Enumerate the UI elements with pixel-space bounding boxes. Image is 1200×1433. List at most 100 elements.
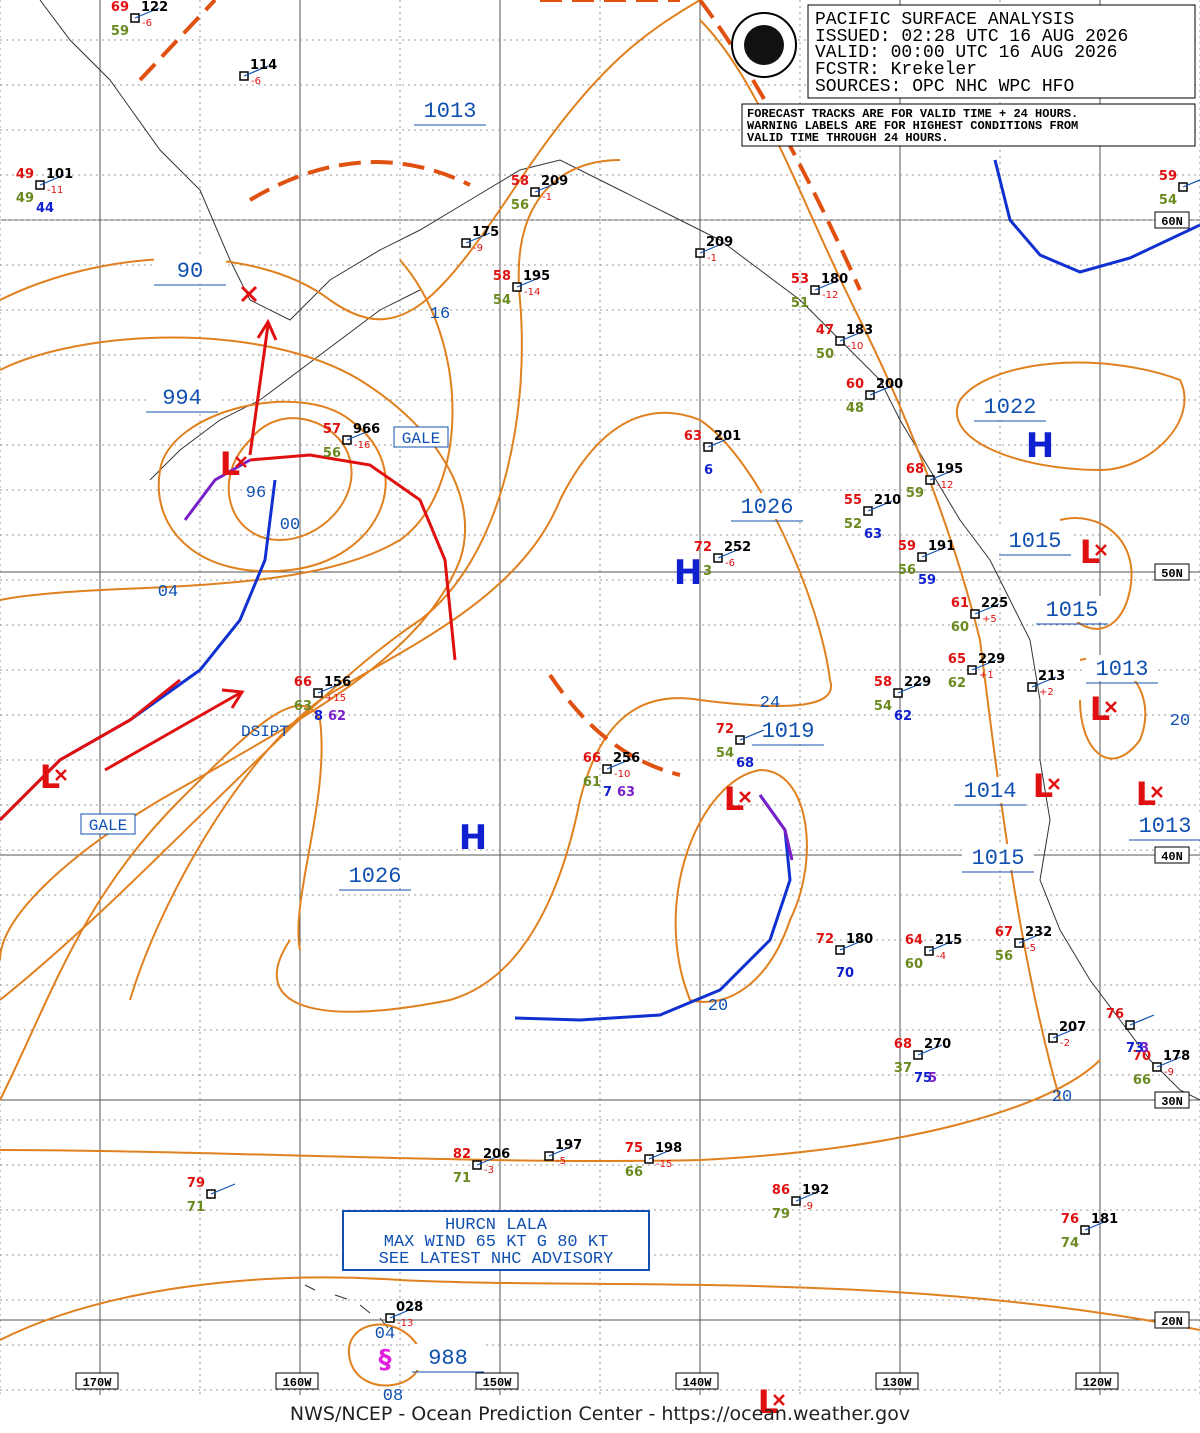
track-arrow <box>248 324 270 456</box>
station-tendency: -6 <box>725 558 735 569</box>
isobar <box>0 259 454 601</box>
station-temperature: 82 <box>453 1147 471 1162</box>
station-pressure: 028 <box>396 1300 423 1315</box>
station-pressure: 156 <box>324 675 351 690</box>
station-pressure: 192 <box>802 1183 829 1198</box>
wind-barb <box>814 279 840 291</box>
high-center: H <box>459 818 487 858</box>
trough <box>138 0 217 82</box>
station-tendency: -6 <box>142 18 152 29</box>
isobar <box>0 704 323 1101</box>
station-dewpoint: 54 <box>716 746 734 761</box>
wind-barb <box>210 1183 236 1195</box>
station-temperature: 72 <box>716 722 734 737</box>
station-tendency: +5 <box>982 614 997 625</box>
station-pressure: 206 <box>483 1147 510 1162</box>
isobar-label-small: 20 <box>708 997 728 1016</box>
station-temperature: 60 <box>846 377 864 392</box>
station-tendency: -12 <box>937 480 953 491</box>
station-extra: 70 <box>836 966 854 981</box>
wind-barb <box>1031 676 1057 688</box>
lon-label-box <box>1075 1372 1119 1390</box>
station-temperature: 68 <box>906 462 924 477</box>
station-dewpoint: 54 <box>1159 193 1177 208</box>
isobar-label: 1015 <box>1046 598 1099 623</box>
low-center: L <box>724 780 744 818</box>
wind-barb <box>1018 932 1044 944</box>
isobar-label-small: 04 <box>375 1325 395 1344</box>
station-pressure: 201 <box>714 429 741 444</box>
trough <box>248 160 471 202</box>
station-dewpoint: 56 <box>995 949 1013 964</box>
low-center: L <box>220 445 240 483</box>
wind-barb <box>917 1044 943 1056</box>
isobar-label: 994 <box>162 386 202 411</box>
station-pressure: 195 <box>523 269 550 284</box>
station-pressure: 256 <box>613 751 640 766</box>
lat-label: 40N <box>1161 850 1183 864</box>
header-title: PACIFIC SURFACE ANALYSIS <box>815 10 1074 30</box>
station-tendency: +2 <box>1039 687 1054 698</box>
station-dewpoint: 59 <box>111 24 129 39</box>
station-extra: 59 <box>918 573 936 588</box>
isobar-label-bg <box>1129 812 1200 838</box>
station-dewpoint: 60 <box>951 620 969 635</box>
header-valid: VALID: 00:00 UTC 16 AUG 2026 <box>815 43 1117 63</box>
low-center: L <box>1090 690 1110 728</box>
wind-barb <box>867 500 893 512</box>
station-pressure: 252 <box>724 540 751 555</box>
track-arrow-head <box>256 318 278 341</box>
lat-label-box <box>1154 563 1190 581</box>
station-pressure: 114 <box>250 58 277 73</box>
station-extra: 63 <box>617 785 635 800</box>
station-pressure: 122 <box>141 0 168 15</box>
lat-label: 60N <box>1161 215 1183 229</box>
isobar <box>227 417 353 542</box>
isobar-label-small: 16 <box>430 305 450 324</box>
isobar-label-small: 24 <box>760 694 780 713</box>
low-center-mark <box>235 456 247 468</box>
isobar-label-bg <box>146 384 218 410</box>
wind-barb <box>1052 1027 1078 1039</box>
warning-label: DSIPT <box>241 723 289 741</box>
note-line: FORECAST TRACKS ARE FOR VALID TIME + 24 … <box>747 107 1078 121</box>
wind-barb <box>839 939 865 951</box>
station-temperature: 64 <box>905 933 923 948</box>
station-pressure: 232 <box>1025 925 1052 940</box>
isobar-label-bg <box>974 393 1046 419</box>
station-extra: 5 <box>928 1071 937 1086</box>
station-extra: 44 <box>36 201 54 216</box>
isobar-label: 1015 <box>972 846 1025 871</box>
isobar <box>157 400 387 573</box>
station-dewpoint: 60 <box>905 957 923 972</box>
cold-front <box>993 159 1200 274</box>
station-tendency: -10 <box>847 341 863 352</box>
lon-label-box <box>275 1372 319 1390</box>
station-temperature: 68 <box>894 1037 912 1052</box>
isobar-label-bg <box>412 1344 484 1370</box>
wind-barb <box>897 682 923 694</box>
station-pressure: 195 <box>936 462 963 477</box>
station-extra: 73 <box>1126 1041 1144 1056</box>
lon-label: 170W <box>83 1376 113 1390</box>
station-dewpoint: 56 <box>511 198 529 213</box>
labels: 170W 160W 150W 140W 130W 120W 60N 50N 40N 30N 20N 1… <box>16 0 1200 1421</box>
isobar-label: 1015 <box>1009 529 1062 554</box>
station-extra: 8 <box>314 709 323 724</box>
station-temperature: 75 <box>625 1141 643 1156</box>
isobar-label-small: 20 <box>1170 712 1190 731</box>
station-dewpoint: 56 <box>898 563 916 578</box>
station-pressure: 101 <box>46 167 73 182</box>
station-extra: 62 <box>328 709 346 724</box>
station-tendency: -1 <box>707 253 717 264</box>
warm-front <box>249 453 457 661</box>
station-temperature: 67 <box>995 925 1013 940</box>
station-extra: 7 <box>603 785 612 800</box>
lon-label: 140W <box>683 1376 713 1390</box>
isobar <box>956 361 1186 472</box>
station-dewpoint: 71 <box>187 1200 205 1215</box>
station-pressure: 191 <box>928 539 955 554</box>
station-tendency: -3 <box>484 1165 494 1176</box>
trough <box>548 673 681 777</box>
station-dewpoint: 50 <box>816 347 834 362</box>
